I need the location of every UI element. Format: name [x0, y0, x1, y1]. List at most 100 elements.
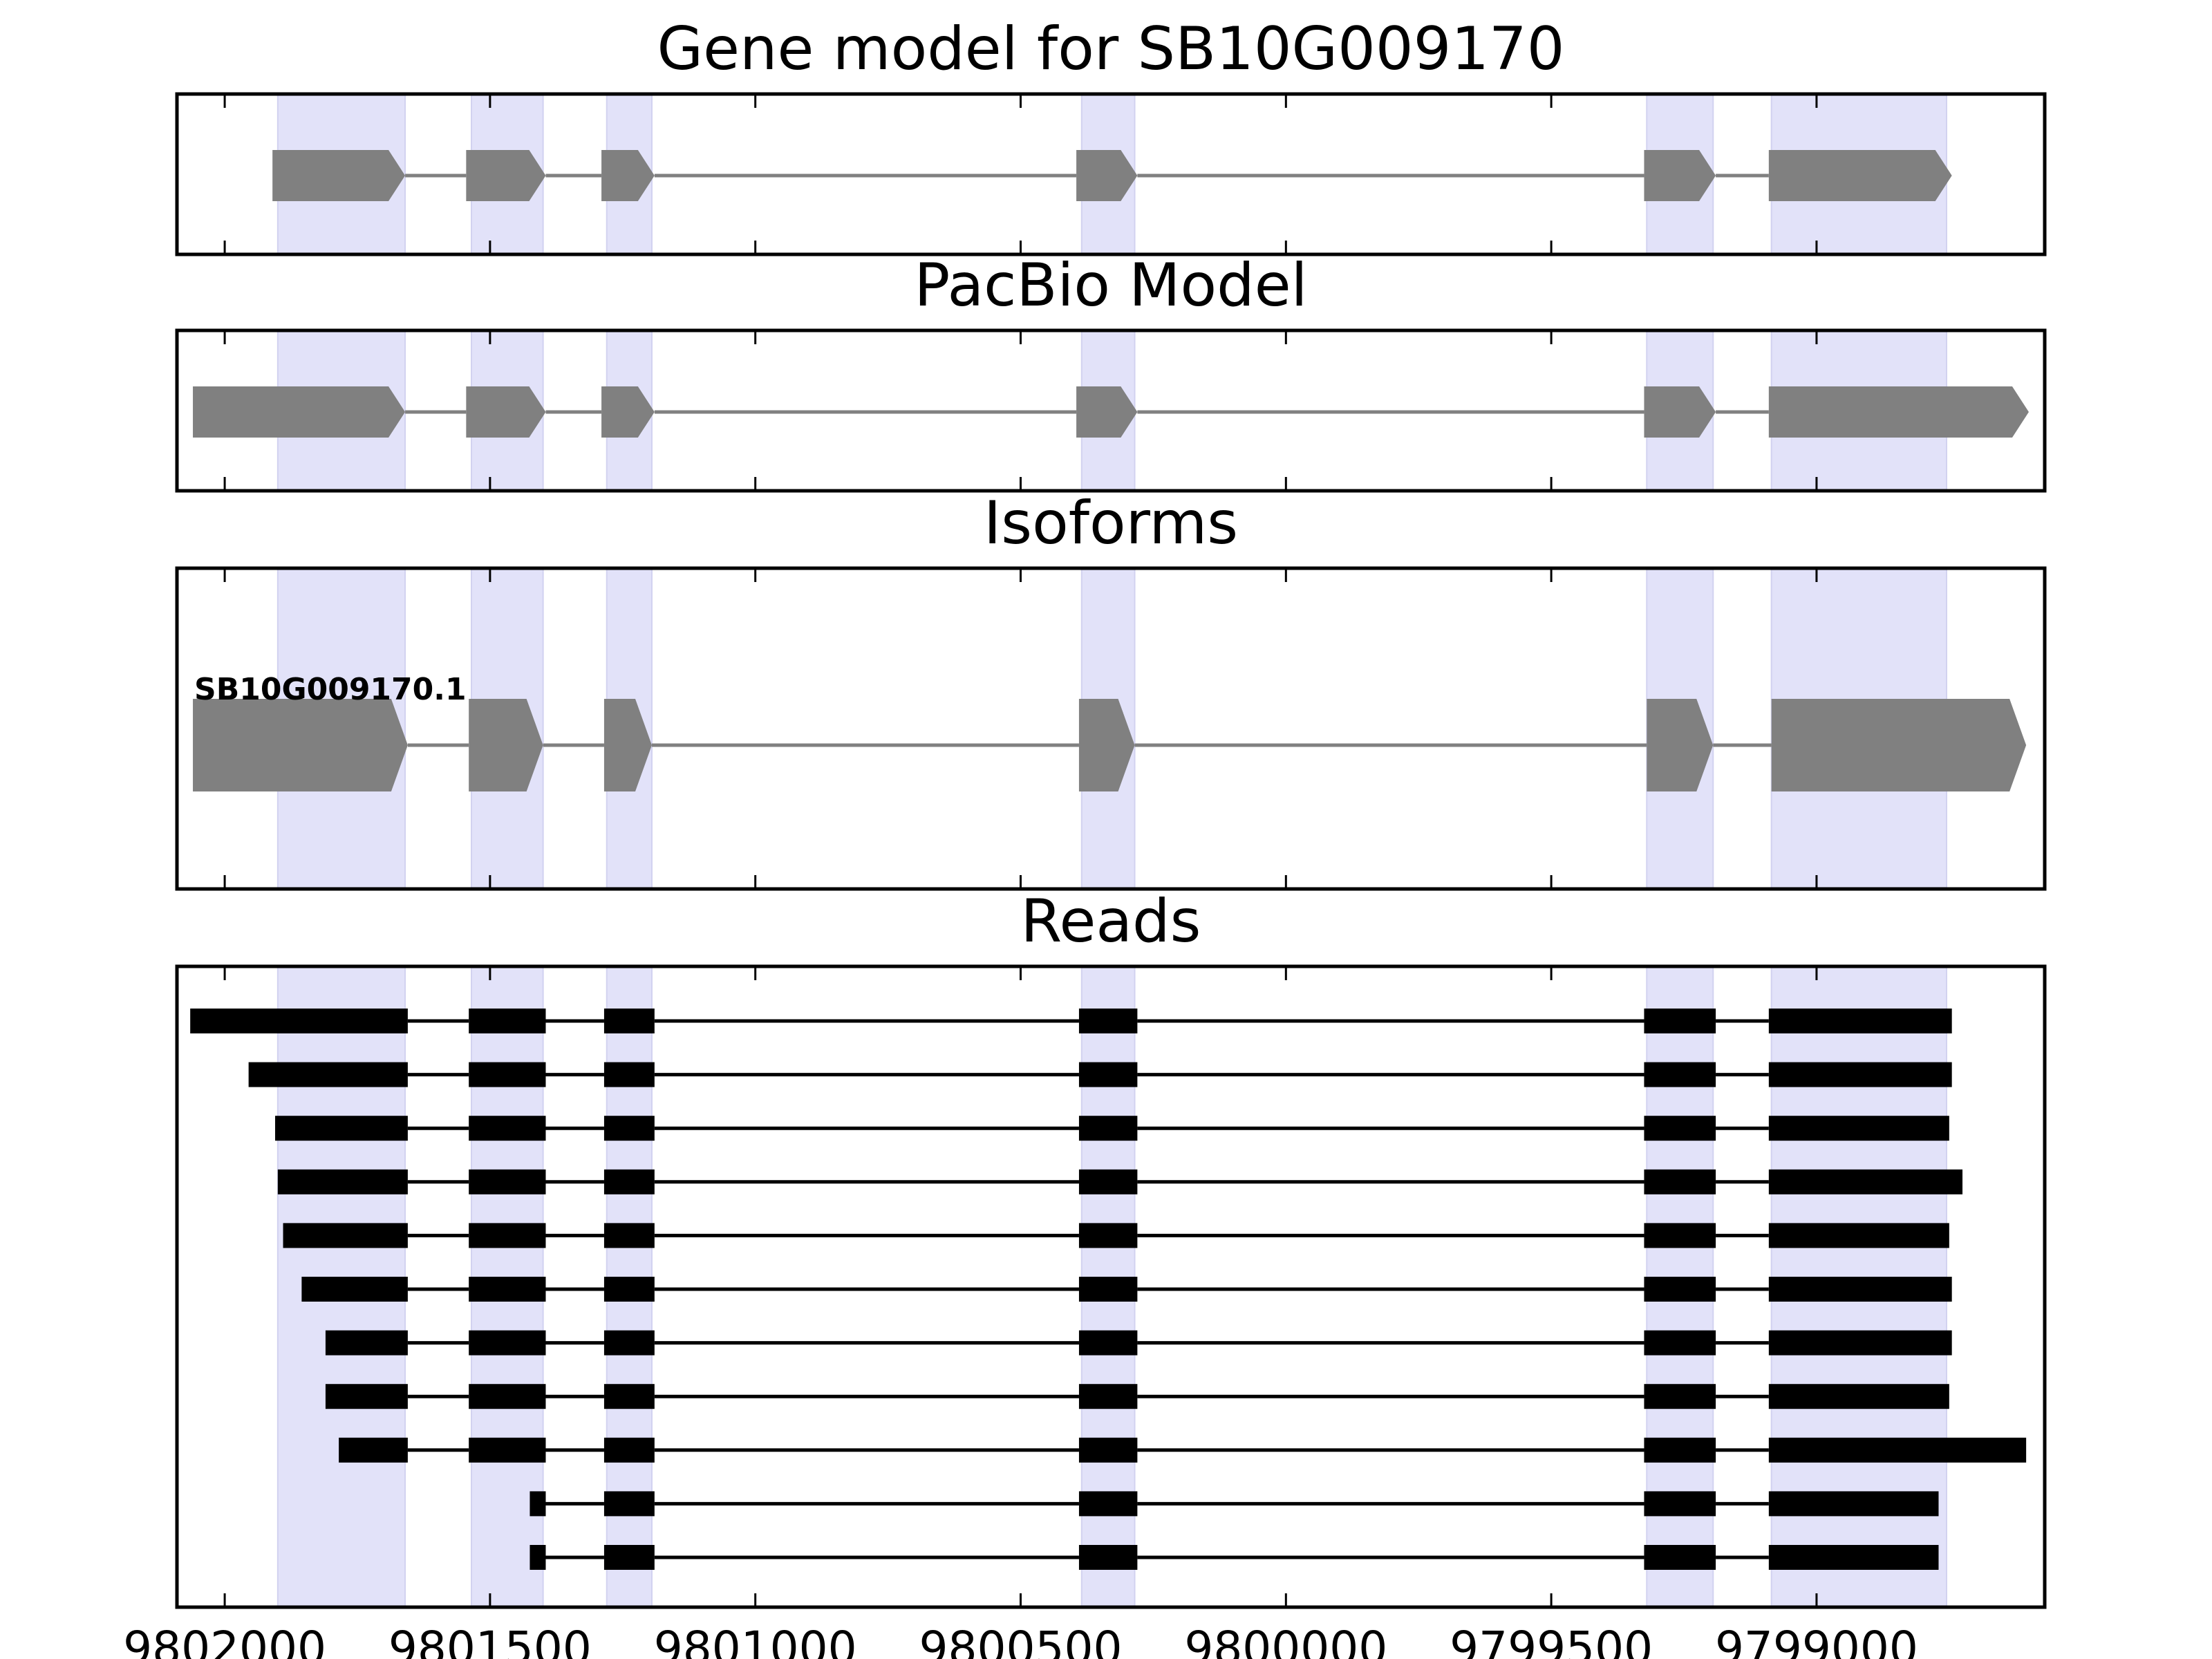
read-exon-block [301, 1277, 408, 1302]
read-exon-block [1768, 1277, 1952, 1302]
read-exon-block [469, 1330, 546, 1356]
exon-block [1644, 150, 1716, 201]
read-exon-block [603, 1116, 655, 1141]
read-row [529, 1491, 1939, 1517]
read-exon-block [1644, 1169, 1716, 1194]
exon-block [193, 699, 408, 791]
read-row [248, 1062, 1952, 1087]
exon-block [1078, 699, 1135, 791]
read-row [190, 1009, 1952, 1033]
exon-block [1768, 150, 1952, 201]
read-exon-block [1644, 1062, 1716, 1087]
read-exon-block [469, 1062, 546, 1087]
read-exon-block [469, 1277, 546, 1302]
read-exon-block [1768, 1116, 1949, 1141]
read-exon-block [339, 1437, 408, 1463]
read-row [529, 1545, 1939, 1570]
read-exon-block [1768, 1437, 2027, 1463]
x-tick-label: 9801500 [388, 1622, 592, 1659]
exon-block [601, 150, 655, 201]
exon-block [272, 150, 406, 201]
exon-block [1768, 386, 2029, 438]
read-exon-block [1644, 1330, 1716, 1356]
read-exon-block [603, 1169, 655, 1194]
x-tick-label: 9799000 [1715, 1622, 1918, 1659]
exon-block [1647, 699, 1714, 791]
panel-model: PacBio Model [175, 251, 2047, 493]
panel-reads: Reads [175, 887, 2047, 1609]
exon-block [1076, 386, 1138, 438]
read-row [275, 1116, 1949, 1141]
x-tick-label: 9800500 [919, 1622, 1123, 1659]
read-exon-block [283, 1223, 408, 1248]
read-row [301, 1277, 1952, 1302]
x-tick-label: 9799500 [1450, 1622, 1653, 1659]
exon-block [1771, 699, 2027, 791]
read-exon-block [190, 1009, 408, 1033]
read-exon-block [1078, 1545, 1138, 1570]
panel-frame [175, 328, 2047, 493]
read-exon-block [325, 1384, 408, 1409]
isoform-label: SB10G009170.1 [194, 672, 467, 707]
read-exon-block [1644, 1277, 1716, 1302]
read-exon-block [248, 1062, 408, 1087]
read-exon-block [603, 1545, 655, 1570]
read-exon-block [1644, 1223, 1716, 1248]
read-exon-block [469, 1116, 546, 1141]
read-exon-block [1078, 1330, 1138, 1356]
read-exon-block [603, 1330, 655, 1356]
read-exon-block [1768, 1062, 1952, 1087]
read-exon-block [277, 1169, 408, 1194]
read-exon-block [529, 1491, 546, 1517]
read-exon-block [1644, 1384, 1716, 1409]
read-exon-block [1768, 1545, 1939, 1570]
panel-title: Reads [1021, 887, 1201, 956]
exon-block [466, 150, 546, 201]
read-exon-block [603, 1384, 655, 1409]
read-exon-block [325, 1330, 408, 1356]
read-exon-block [1078, 1384, 1138, 1409]
read-exon-block [1078, 1437, 1138, 1463]
x-tick-label: 9801000 [654, 1622, 857, 1659]
read-exon-block [275, 1116, 408, 1141]
panel-frame [175, 566, 2047, 891]
read-exon-block [529, 1545, 546, 1570]
exon-block [603, 699, 653, 791]
panel-frame [175, 92, 2047, 256]
read-exon-block [603, 1009, 655, 1033]
read-exon-block [1078, 1223, 1138, 1248]
read-exon-block [1644, 1116, 1716, 1141]
x-tick-label: 9802000 [123, 1622, 326, 1659]
x-tick-label: 9800000 [1184, 1622, 1387, 1659]
read-exon-block [603, 1277, 655, 1302]
read-exon-block [1644, 1491, 1716, 1517]
read-exon-block [1768, 1384, 1949, 1409]
panel-frame [175, 964, 2047, 1609]
exon-block [1644, 386, 1716, 438]
read-exon-block [1768, 1330, 1952, 1356]
read-exon-block [603, 1223, 655, 1248]
read-exon-block [603, 1437, 655, 1463]
read-exon-block [469, 1223, 546, 1248]
read-exon-block [1078, 1009, 1138, 1033]
read-exon-block [1768, 1491, 1939, 1517]
read-exon-block [469, 1384, 546, 1409]
read-exon-block [469, 1169, 546, 1194]
panel-isoform: Isoforms SB10G009170.1 [175, 489, 2047, 891]
read-exon-block [469, 1009, 546, 1033]
read-exon-block [469, 1437, 546, 1463]
read-exon-block [603, 1491, 655, 1517]
exon-block [466, 386, 546, 438]
read-exon-block [1768, 1223, 1949, 1248]
exon-block [469, 699, 543, 791]
exon-block [193, 386, 406, 438]
exon-block [1076, 150, 1138, 201]
read-row [325, 1330, 1952, 1356]
read-exon-block [1644, 1545, 1716, 1570]
read-exon-block [1768, 1169, 1963, 1194]
panel-title: Gene model for SB10G009170 [657, 15, 1565, 84]
read-row [339, 1437, 2027, 1463]
read-exon-block [1078, 1062, 1138, 1087]
panel-title: Isoforms [984, 489, 1238, 558]
